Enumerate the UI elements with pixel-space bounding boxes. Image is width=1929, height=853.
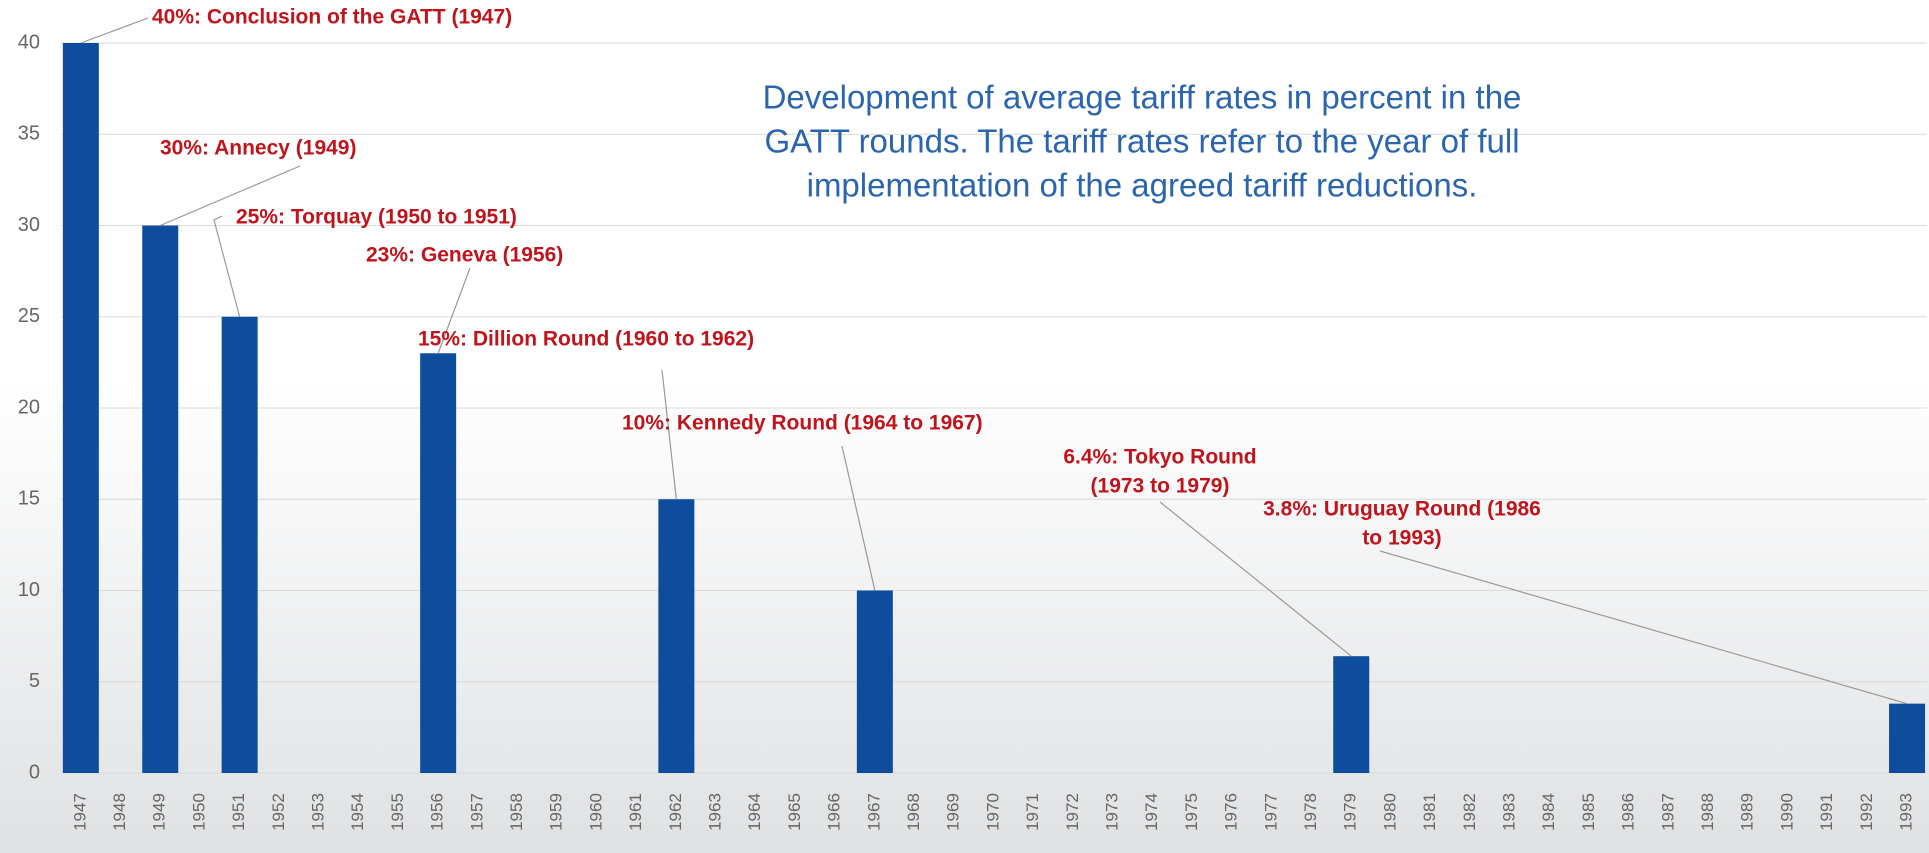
y-tick-label: 15: [18, 488, 40, 510]
chart-title: implementation of the agreed tariff redu…: [807, 167, 1478, 204]
x-tick-label: 1969: [944, 793, 963, 831]
x-tick-label: 1948: [110, 793, 129, 831]
x-tick-label: 1966: [825, 793, 844, 831]
x-tick-label: 1976: [1222, 793, 1241, 831]
bar: [658, 499, 695, 773]
annotation-leader: [661, 369, 677, 500]
bar: [221, 316, 258, 773]
x-tick-label: 1979: [1341, 793, 1360, 831]
annotation: to 1993): [1362, 527, 1441, 550]
x-tick-label: 1983: [1500, 793, 1519, 831]
annotation: 10%: Kennedy Round (1964 to 1967): [622, 412, 983, 435]
annotation-leader: [1159, 501, 1352, 657]
x-tick-label: 1957: [467, 793, 486, 831]
annotation: 6.4%: Tokyo Round: [1063, 446, 1256, 469]
bar: [420, 353, 457, 773]
annotation: 15%: Dillion Round (1960 to 1962): [418, 328, 754, 351]
x-tick-label: 1967: [864, 793, 883, 831]
x-tick-label: 1971: [1023, 793, 1042, 831]
x-tick-label: 1972: [1063, 793, 1082, 831]
annotation-leader: [437, 267, 471, 354]
chart-title: GATT rounds. The tariff rates refer to t…: [764, 123, 1519, 160]
x-tick-label: 1961: [626, 793, 645, 831]
x-tick-label: 1982: [1460, 793, 1479, 831]
x-tick-label: 1964: [745, 793, 764, 831]
x-tick-label: 1975: [1182, 793, 1201, 831]
x-tick-label: 1954: [348, 793, 367, 831]
bar: [62, 43, 99, 773]
x-tick-label: 1992: [1857, 793, 1876, 831]
x-tick-label: 1949: [150, 793, 169, 831]
annotation-leader: [213, 215, 241, 317]
x-tick-label: 1985: [1579, 793, 1598, 831]
x-tick-label: 1978: [1301, 793, 1320, 831]
annotation: 30%: Annecy (1949): [160, 137, 356, 160]
x-tick-label: 1952: [269, 793, 288, 831]
x-tick-label: 1986: [1619, 793, 1638, 831]
chart-title: Development of average tariff rates in p…: [763, 79, 1522, 116]
x-tick-label: 1951: [229, 793, 248, 831]
annotation: 40%: Conclusion of the GATT (1947): [152, 6, 512, 29]
y-tick-label: 30: [18, 214, 40, 236]
x-tick-label: 1970: [983, 793, 1002, 831]
annotation: (1973 to 1979): [1091, 475, 1230, 498]
x-tick-label: 1960: [586, 793, 605, 831]
x-tick-label: 1968: [904, 793, 923, 831]
x-tick-label: 1965: [785, 793, 804, 831]
x-tick-label: 1950: [189, 793, 208, 831]
y-tick-label: 20: [18, 396, 40, 418]
x-tick-label: 1977: [1261, 793, 1280, 831]
y-tick-label: 40: [18, 31, 40, 53]
annotation-leader: [80, 17, 149, 44]
x-tick-label: 1953: [309, 793, 328, 831]
x-tick-label: 1955: [388, 793, 407, 831]
bar: [1333, 656, 1370, 773]
x-tick-label: 1984: [1539, 793, 1558, 831]
annotation-leader: [841, 445, 876, 591]
y-tick-label: 25: [18, 305, 40, 327]
annotation: 25%: Torquay (1950 to 1951): [236, 206, 517, 229]
y-tick-label: 35: [18, 123, 40, 145]
x-tick-label: 1991: [1817, 793, 1836, 831]
bar: [856, 590, 893, 773]
annotation: 3.8%: Uruguay Round (1986: [1263, 498, 1541, 521]
y-tick-label: 10: [18, 579, 40, 601]
x-tick-label: 1990: [1777, 793, 1796, 831]
x-tick-label: 1963: [706, 793, 725, 831]
bar: [1889, 703, 1926, 773]
y-tick-label: 5: [29, 670, 40, 692]
x-tick-label: 1987: [1658, 793, 1677, 831]
x-tick-label: 1959: [547, 793, 566, 831]
x-tick-label: 1958: [507, 793, 526, 831]
x-tick-label: 1989: [1738, 793, 1757, 831]
x-tick-label: 1981: [1420, 793, 1439, 831]
y-tick-label: 0: [29, 761, 40, 783]
x-tick-label: 1988: [1698, 793, 1717, 831]
x-tick-label: 1974: [1142, 793, 1161, 831]
x-tick-label: 1980: [1380, 793, 1399, 831]
bar: [142, 225, 179, 773]
x-tick-label: 1993: [1897, 793, 1916, 831]
annotation: 23%: Geneva (1956): [366, 244, 563, 267]
x-tick-label: 1973: [1103, 793, 1122, 831]
x-tick-label: 1956: [428, 793, 447, 831]
x-tick-label: 1947: [70, 793, 89, 831]
annotation-leader: [1379, 550, 1908, 705]
annotation-leader: [160, 165, 301, 227]
x-tick-label: 1962: [666, 793, 685, 831]
